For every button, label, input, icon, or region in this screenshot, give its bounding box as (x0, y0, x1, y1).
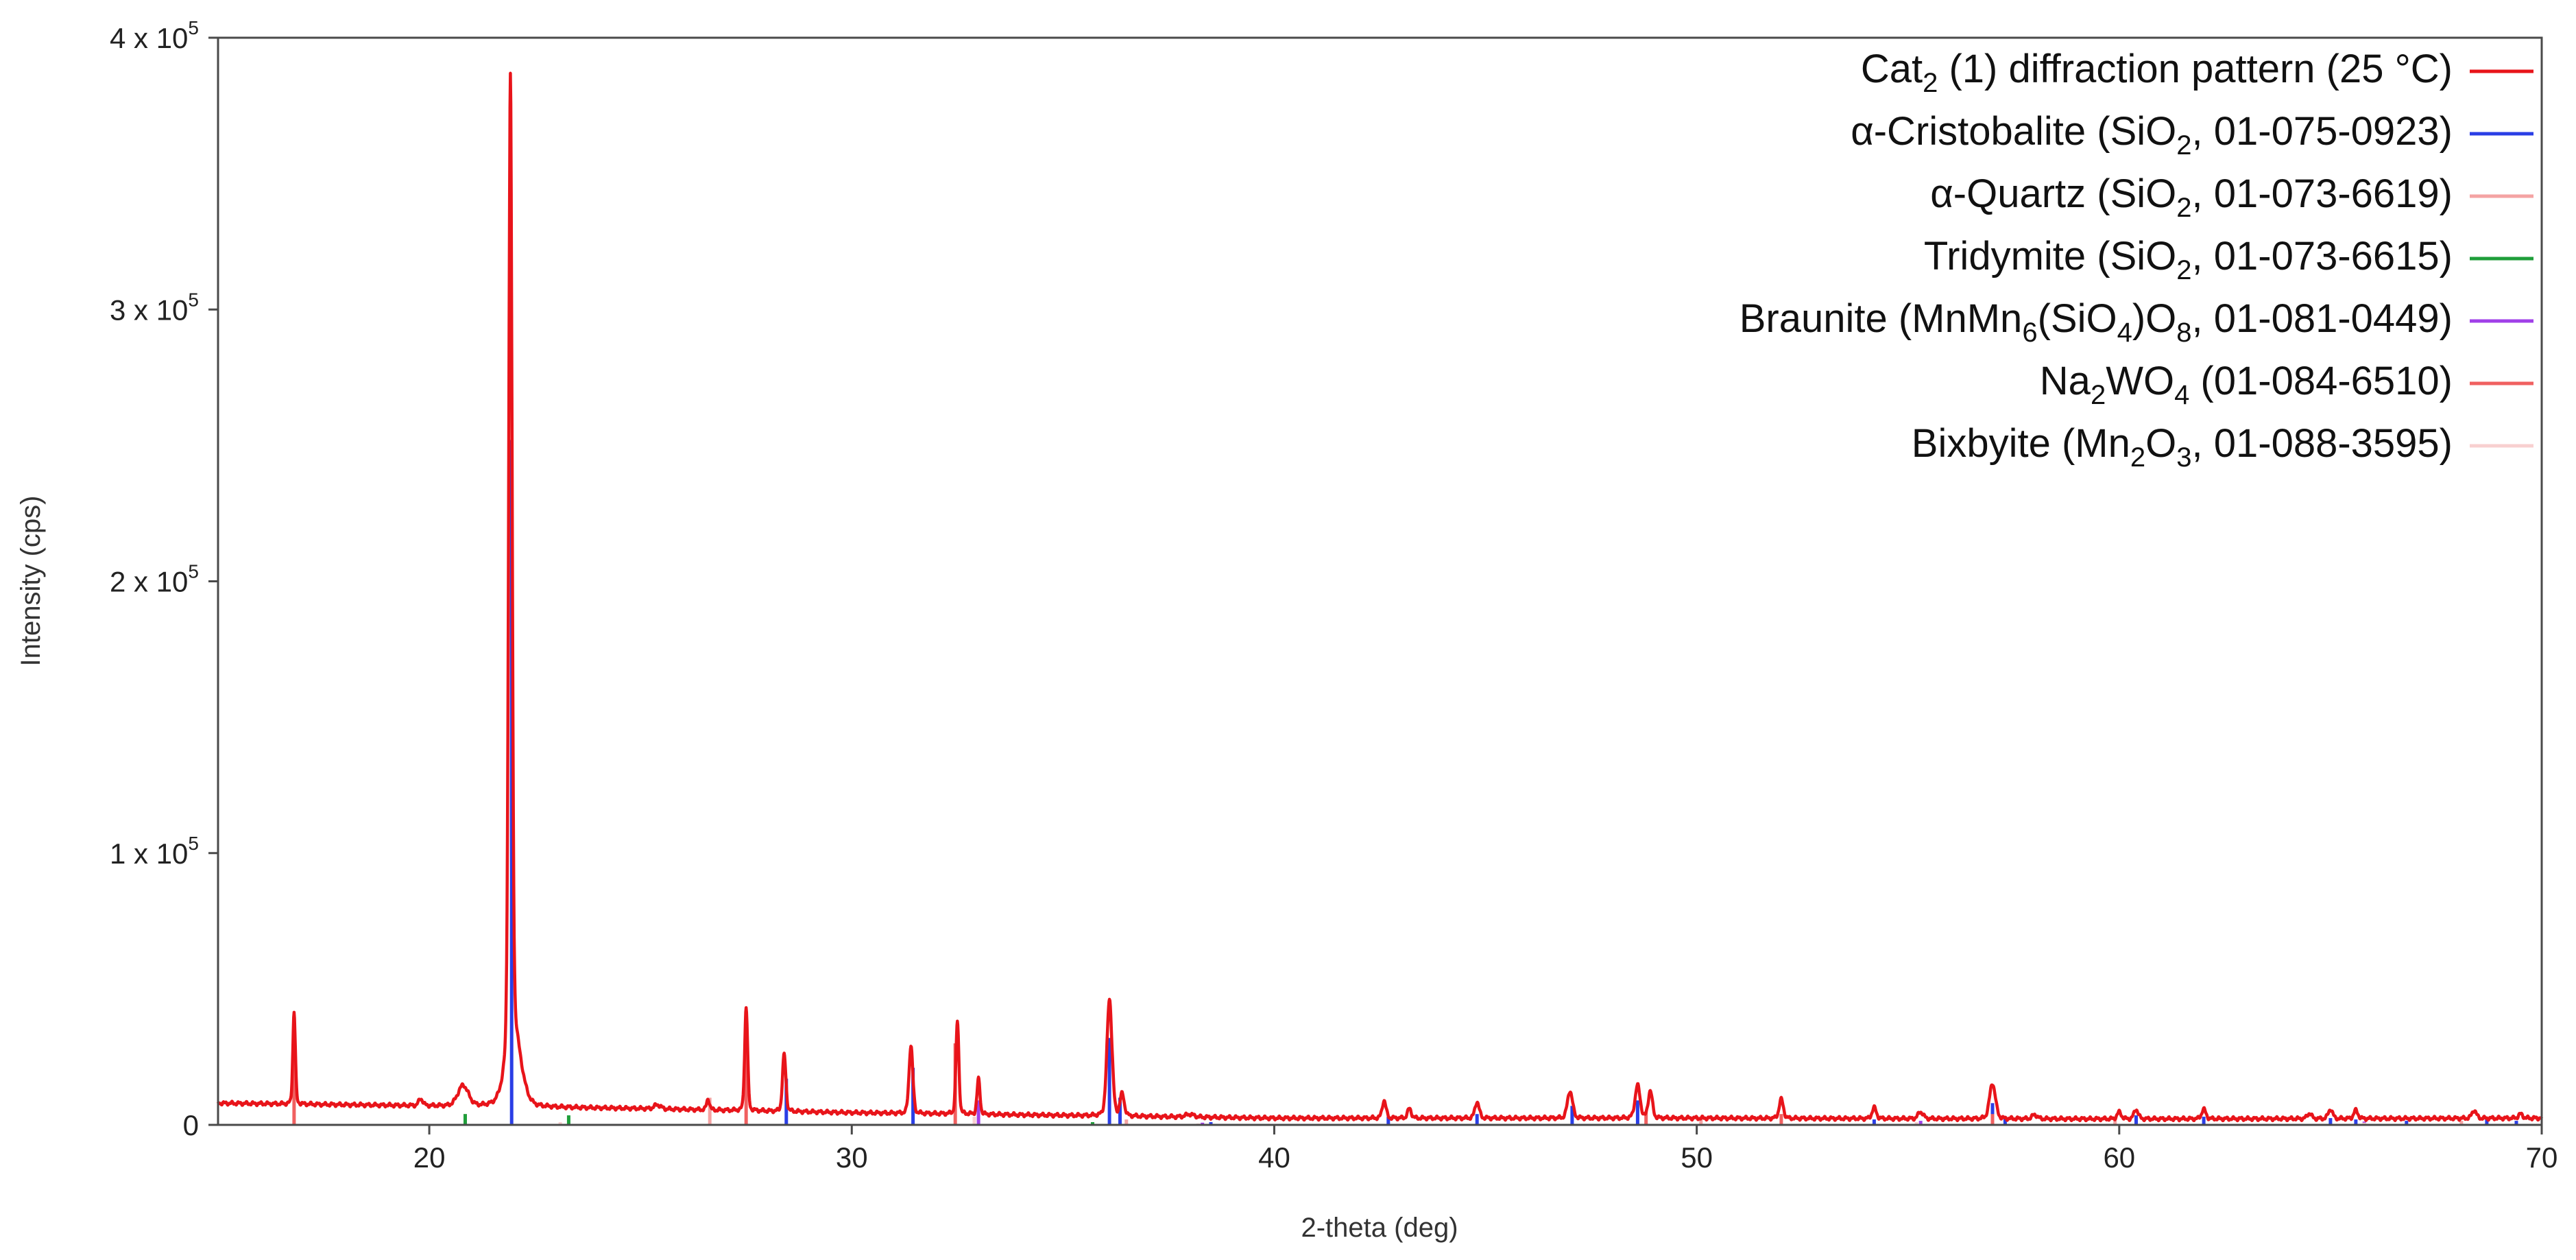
y-tick-label: 1 x 105 (110, 833, 199, 870)
y-tick-label: 2 x 105 (110, 561, 199, 598)
x-tick-label: 20 (413, 1141, 446, 1174)
x-tick-label: 50 (1681, 1141, 1713, 1174)
y-tick-exponent: 5 (188, 833, 199, 854)
y-axis-title: Intensity (cps) (16, 496, 46, 667)
legend-label-3: Tridymite (SiO2, 01-073-6615) (1924, 234, 2453, 285)
y-axis: 0 1 x 105 2 x 105 3 x 105 4 x 105 (110, 17, 218, 1141)
y-tick-label: 0 (183, 1109, 199, 1141)
y-tick-exponent: 5 (188, 561, 199, 582)
legend-label-0: Cat2 (1) diffraction pattern (25 °C) (1861, 47, 2453, 98)
y-tick-exponent: 5 (188, 17, 199, 38)
y-tick-exponent: 5 (188, 289, 199, 310)
y-tick-label: 3 x 105 (110, 289, 199, 326)
x-tick-label: 60 (2103, 1141, 2135, 1174)
x-axis: 20 30 40 50 60 70 (413, 1125, 2558, 1174)
x-tick-label: 40 (1258, 1141, 1290, 1174)
legend-label-1: α-Cristobalite (SiO2, 01-075-0923) (1851, 109, 2453, 161)
x-axis-title: 2-theta (deg) (1301, 1213, 1458, 1243)
x-tick-label: 30 (836, 1141, 868, 1174)
legend: Cat2 (1) diffraction pattern (25 °C) α-Cr… (1740, 47, 2533, 473)
legend-label-2: α-Quartz (SiO2, 01-073-6619) (1930, 171, 2453, 223)
x-tick-label: 70 (2526, 1141, 2558, 1174)
legend-label-4: Braunite (MnMn6(SiO4)O8, 01-081-0449) (1740, 296, 2453, 348)
y-tick-label: 4 x 105 (110, 17, 199, 54)
diffraction-pattern-line (216, 71, 2544, 1123)
legend-label-6: Bixbyite (Mn2O3, 01-088-3595) (1912, 421, 2453, 473)
legend-label-5: Na2WO4 (01-084-6510) (2040, 359, 2453, 410)
